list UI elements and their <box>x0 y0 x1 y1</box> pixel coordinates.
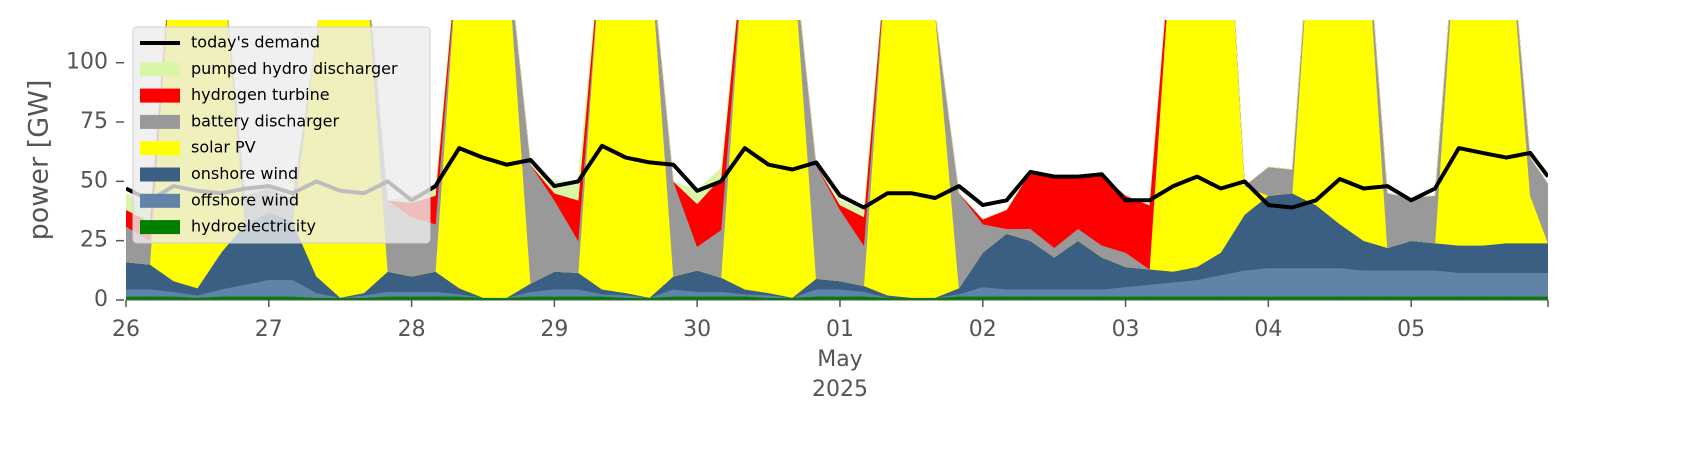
x-year-label: 2025 <box>812 377 868 402</box>
y-axis-label: power [GW] <box>24 80 55 241</box>
y-tick-label: 25 <box>80 228 108 253</box>
legend-label: today's demand <box>191 33 320 52</box>
y-tick-label: 100 <box>66 50 108 75</box>
x-tick-label: 01 <box>826 317 854 342</box>
x-tick-label: 27 <box>255 317 283 342</box>
y-tick-label: 50 <box>80 168 108 193</box>
area <box>126 20 1548 289</box>
legend-label: hydrogen turbine <box>191 85 330 104</box>
y-tick-label: 75 <box>80 109 108 134</box>
x-tick-label: 29 <box>540 317 568 342</box>
area <box>126 20 1548 223</box>
legend-swatch <box>140 220 180 235</box>
x-tick-label: 04 <box>1254 317 1282 342</box>
legend-label: battery discharger <box>191 111 339 130</box>
y-tick-label: 0 <box>94 287 108 312</box>
legend-swatch <box>140 167 180 182</box>
x-month-label: May <box>817 347 862 372</box>
legend-swatch <box>140 114 180 129</box>
legend-label: pumped hydro discharger <box>191 59 398 78</box>
x-tick-label: 28 <box>398 317 426 342</box>
legend-label: onshore wind <box>191 164 298 183</box>
legend-label: offshore wind <box>191 190 299 209</box>
legend-swatch <box>140 141 180 156</box>
x-tick-label: 26 <box>112 317 140 342</box>
area <box>126 20 1548 298</box>
legend-swatch <box>140 193 180 208</box>
x-tick-label: 02 <box>969 317 997 342</box>
legend-label: hydroelectricity <box>191 217 316 236</box>
legend-swatch <box>140 62 180 77</box>
x-tick-label: 05 <box>1397 317 1425 342</box>
legend: today's demand pumped hydro discharger hyd… <box>132 26 431 244</box>
plot-area <box>126 20 1548 300</box>
x-tick-label: 03 <box>1112 317 1140 342</box>
x-tick-label: 30 <box>683 317 711 342</box>
legend-swatch <box>140 88 180 103</box>
legend-box <box>132 26 431 244</box>
legend-label: solar PV <box>191 138 256 157</box>
